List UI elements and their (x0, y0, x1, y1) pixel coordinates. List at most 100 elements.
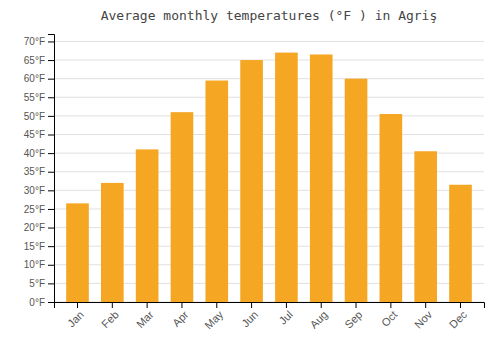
x-tick-mark (181, 302, 182, 308)
x-tick: May (202, 302, 226, 331)
y-tick-mark (48, 79, 54, 80)
x-tick-mark (390, 302, 391, 308)
y-tick-label: 25°F (24, 204, 45, 215)
y-tick-mark (48, 228, 54, 229)
y-tick-label: 5°F (29, 278, 45, 289)
bar (275, 53, 298, 302)
x-tick-mark (251, 302, 252, 308)
y-tick-mark (48, 41, 54, 42)
y-tick: 30°F (24, 185, 54, 196)
bar (414, 151, 437, 302)
x-tick: Jul (277, 302, 295, 327)
x-tick: Aug (307, 302, 329, 331)
x-tick-mark (216, 302, 217, 308)
grid-line (54, 60, 484, 61)
x-tick: Sep (342, 302, 364, 331)
bar (101, 183, 124, 302)
y-tick-label: 65°F (24, 55, 45, 66)
y-tick: 5°F (29, 278, 54, 289)
y-tick: 20°F (24, 222, 54, 233)
y-tick: 60°F (24, 73, 54, 84)
bar (205, 81, 228, 302)
bars (66, 53, 472, 302)
y-tick-mark (48, 283, 54, 284)
y-tick-mark (48, 172, 54, 173)
grid-line (54, 134, 484, 135)
y-tick: 10°F (24, 259, 54, 270)
x-tick-label: Jan (65, 308, 86, 329)
x-tick-label: Dec (447, 308, 470, 331)
x-tick-label: Feb (99, 308, 121, 330)
x-tick-label: Aug (307, 308, 329, 330)
y-tick: 35°F (24, 166, 54, 177)
x-axis-line (55, 303, 485, 309)
x-tick-mark (460, 302, 461, 308)
y-tick-mark (48, 135, 54, 136)
x-tick-label: Apr (170, 308, 191, 329)
bar (66, 203, 89, 302)
x-tick: Dec (447, 302, 470, 331)
y-tick-label: 0°F (29, 297, 45, 308)
y-tick-mark (48, 209, 54, 210)
x-tick: Apr (170, 302, 191, 329)
bar (240, 60, 263, 302)
bar (345, 79, 368, 302)
x-tick-mark (425, 302, 426, 308)
y-tick-label: 45°F (24, 129, 45, 140)
y-tick-mark (48, 60, 54, 61)
bar (136, 149, 159, 302)
x-tick: Oct (379, 302, 400, 329)
grid-line (54, 97, 484, 98)
x-tick-mark (321, 302, 322, 308)
y-tick: 40°F (24, 148, 54, 159)
y-tick: 0°F (29, 297, 54, 308)
y-tick-label: 40°F (24, 148, 45, 159)
bar (380, 114, 403, 302)
bar (171, 112, 194, 302)
x-tick-label: May (202, 308, 226, 332)
y-tick: 45°F (24, 129, 54, 140)
x-tick-mark (77, 302, 78, 308)
y-axis-line (48, 35, 55, 303)
y-tick-label: 15°F (24, 241, 45, 252)
grid (54, 41, 484, 302)
bar (310, 54, 333, 302)
grid-line (54, 78, 484, 79)
x-tick: Nov (412, 302, 435, 331)
x-tick: Jun (239, 302, 260, 329)
y-tick: 50°F (24, 111, 54, 122)
y-tick-mark (48, 265, 54, 266)
x-tick-label: Jun (239, 308, 260, 329)
x-tick-label: Oct (379, 308, 400, 329)
bar (449, 185, 472, 302)
x-tick-label: Mar (134, 308, 156, 330)
y-tick-label: 55°F (24, 92, 45, 103)
x-tick-label: Nov (412, 308, 435, 331)
y-tick: 65°F (24, 55, 54, 66)
y-tick: 55°F (24, 92, 54, 103)
y-tick-mark (48, 116, 54, 117)
x-tick-mark (147, 302, 148, 308)
y-tick-label: 20°F (24, 222, 45, 233)
grid-line (54, 41, 484, 42)
y-tick-mark (48, 153, 54, 154)
y-tick-mark (48, 190, 54, 191)
x-tick-mark (286, 302, 287, 308)
y-tick-mark (48, 97, 54, 98)
x-tick: Jan (65, 302, 86, 329)
x-tick-mark (356, 302, 357, 308)
grid-line (54, 115, 484, 116)
y-axis: 0°F 5°F 10°F 15°F 20°F 25°F 30°F 35°F 40°F 45°F 50… (24, 35, 55, 308)
y-tick-label: 35°F (24, 166, 45, 177)
y-tick-mark (48, 246, 54, 247)
y-tick: 25°F (24, 204, 54, 215)
y-tick-label: 70°F (24, 36, 45, 47)
y-tick-label: 60°F (24, 73, 45, 84)
x-axis: Jan Feb Mar Apr May Jun Jul Aug Sep Oct Nov Dec (55, 302, 485, 331)
y-tick-label: 30°F (24, 185, 45, 196)
x-tick-mark (112, 302, 113, 308)
y-tick-label: 50°F (24, 111, 45, 122)
chart: Jan Feb Mar Apr May Jun Jul Aug Sep Oct Nov Dec 0°F 5… (0, 0, 500, 350)
title: Average monthly temperatures (°F ) in Ag… (101, 8, 438, 23)
x-tick-label: Jul (277, 308, 295, 326)
